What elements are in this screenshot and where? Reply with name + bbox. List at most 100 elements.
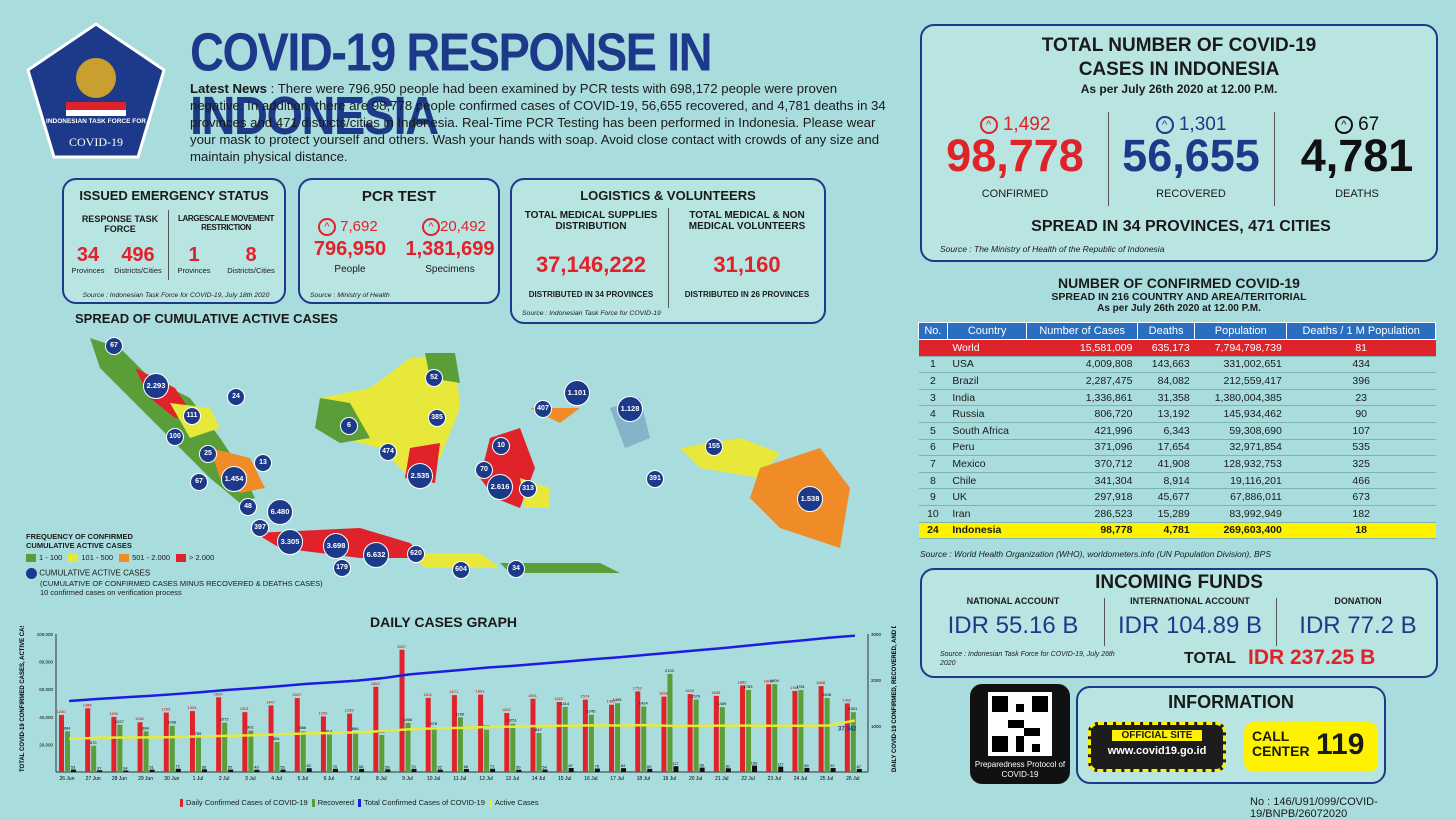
bar-label-recovered: 1066 bbox=[403, 717, 413, 722]
bar-label-deaths: 70 bbox=[333, 764, 338, 769]
table-cell: 90 bbox=[1286, 405, 1436, 423]
bar-deaths bbox=[830, 767, 836, 772]
bar-label-recovered: 2133 bbox=[665, 668, 675, 673]
table-cell: 8 bbox=[918, 472, 948, 490]
bar-recovered bbox=[195, 737, 201, 772]
table-cell: 396 bbox=[1286, 372, 1436, 390]
pcr-people-label: People bbox=[334, 264, 366, 275]
bar-deaths bbox=[437, 769, 443, 772]
bar-confirmed bbox=[635, 691, 641, 772]
pcr-people-value: 796,950 bbox=[313, 238, 387, 260]
bar-confirmed bbox=[111, 716, 117, 772]
bar-deaths bbox=[175, 768, 181, 772]
logistics-source: Source : Indonesian Task Force for COVID… bbox=[522, 310, 661, 317]
table-cell: 145,934,462 bbox=[1194, 405, 1287, 423]
table-cell: 325 bbox=[1286, 455, 1436, 473]
legend-swatch bbox=[488, 799, 492, 808]
call-center-button[interactable]: CALL CENTER 119 bbox=[1244, 722, 1378, 772]
table-cell: Russia bbox=[947, 405, 1027, 423]
bar-label-recovered: 570 bbox=[90, 740, 97, 745]
bar-deaths bbox=[411, 768, 417, 772]
bar-label-confirmed: 1282 bbox=[502, 707, 512, 712]
logistics-title: LOGISTICS & VOLUNTEERS bbox=[580, 188, 756, 203]
map-title: SPREAD OF CUMULATIVE ACTIVE CASES bbox=[75, 311, 338, 326]
totals-title: TOTAL NUMBER OF COVID-19 CASES IN INDONE… bbox=[1041, 35, 1317, 80]
bar-confirmed bbox=[844, 703, 850, 772]
y-tick-label: 60,000 bbox=[39, 687, 53, 692]
bar-label-recovered: 1909 bbox=[770, 678, 780, 683]
table-row: 9 UK 297,918 45,677 67,886,011 673 bbox=[918, 488, 1436, 506]
bar-deaths bbox=[332, 768, 338, 772]
bar-label-confirmed: 1447 bbox=[266, 699, 276, 704]
confirmed-value: 98,778 bbox=[946, 130, 1084, 181]
bar-label-deaths: 89 bbox=[804, 763, 809, 768]
table-cell: 806,720 bbox=[1026, 405, 1138, 423]
bar-label-confirmed: 1240 bbox=[57, 709, 67, 714]
x-tick-label: 24 Jul bbox=[794, 776, 807, 782]
table-cell: World bbox=[947, 339, 1027, 357]
bar-confirmed bbox=[399, 649, 405, 772]
emergency-l3: Provinces bbox=[177, 266, 211, 275]
qr-card[interactable]: Preparedness Protocol of COVID-19 bbox=[970, 684, 1070, 784]
arrow-up-icon: ^ bbox=[1334, 115, 1353, 134]
bar-label-deaths: 70 bbox=[411, 764, 416, 769]
bar-label-confirmed: 1752 bbox=[633, 685, 643, 690]
table-cell: 128,932,753 bbox=[1194, 455, 1287, 473]
bar-label-recovered: 886 bbox=[299, 725, 306, 730]
latest-news-text: : There were 796,950 people had been exa… bbox=[190, 81, 886, 164]
donation-label: DONATION bbox=[1334, 596, 1382, 606]
official-site-link[interactable]: OFFICIAL SITE www.covid19.go.id bbox=[1088, 722, 1226, 772]
bar-label-deaths: 53 bbox=[280, 765, 285, 770]
map-bubble: 24 bbox=[227, 388, 245, 406]
table-cell: 635,173 bbox=[1137, 339, 1195, 357]
bar-label-confirmed: 1639 bbox=[659, 691, 669, 696]
bar-deaths bbox=[123, 770, 129, 772]
table-cell: 41,908 bbox=[1137, 455, 1195, 473]
bar-label-deaths: 71 bbox=[176, 764, 181, 769]
bar-label-recovered: 1006 bbox=[167, 720, 177, 725]
bar-label-deaths: 49 bbox=[254, 765, 259, 770]
y-tick-label: 100,000 bbox=[37, 632, 54, 637]
table-cell: 673 bbox=[1286, 488, 1436, 506]
bar-recovered bbox=[117, 724, 123, 772]
bar-label-deaths: 96 bbox=[699, 763, 704, 768]
bar-label-confirmed: 1868 bbox=[816, 680, 826, 685]
x-tick-label: 9 Jul bbox=[402, 776, 413, 782]
bar-label-deaths: 84 bbox=[621, 763, 626, 768]
emergency-title: ISSUED EMERGENCY STATUS bbox=[79, 188, 269, 203]
legend-item: 501 - 2.000 bbox=[119, 553, 170, 563]
bar-recovered bbox=[91, 745, 97, 772]
legend-circle: CUMULATIVE ACTIVE CASES bbox=[26, 568, 326, 580]
official-site-label: OFFICIAL SITE bbox=[1112, 730, 1202, 741]
bar-label-deaths: 82 bbox=[307, 763, 312, 768]
legend-item: > 2.000 bbox=[176, 553, 214, 563]
table-cell: 5 bbox=[918, 422, 948, 440]
bar-recovered bbox=[484, 729, 490, 772]
table-cell: Mexico bbox=[947, 455, 1027, 473]
table-cell: 1,380,004,385 bbox=[1194, 389, 1287, 407]
chart-legend: Daily Confirmed Cases of COVID-19 Recover… bbox=[180, 798, 543, 808]
supplies-note: DISTRIBUTED IN 34 PROVINCES bbox=[528, 290, 654, 299]
table-row: 10 Iran 286,523 15,289 83,992,949 182 bbox=[918, 505, 1436, 523]
deaths-label: DEATHS bbox=[1335, 188, 1379, 200]
page-title: COVID-19 RESPONSE IN INDONESIA bbox=[190, 21, 713, 146]
bar-label-deaths: 81 bbox=[726, 763, 731, 768]
bar-deaths bbox=[568, 767, 574, 772]
bar-deaths bbox=[463, 768, 469, 772]
map-bubble: 2.535 bbox=[407, 463, 433, 489]
y2-tick-label: 3000 bbox=[871, 632, 882, 637]
bar-label-recovered: 651 bbox=[273, 736, 280, 741]
call-number: 119 bbox=[1316, 728, 1365, 761]
pcr-specimens-label: Specimens bbox=[425, 264, 475, 275]
bar-label-deaths: 50 bbox=[516, 765, 521, 770]
bar-label-deaths: 68 bbox=[359, 764, 364, 769]
map-bubble: 1.454 bbox=[221, 466, 247, 492]
bar-confirmed bbox=[59, 714, 64, 772]
bar-label-recovered: 1608 bbox=[822, 692, 832, 697]
table-cell: 269,603,400 bbox=[1194, 522, 1287, 540]
table-cell: Chile bbox=[947, 472, 1027, 490]
information-panel: INFORMATION OFFICIAL SITE www.covid19.go… bbox=[1076, 686, 1386, 784]
bar-label-confirmed: 1882 bbox=[738, 679, 748, 684]
x-tick-label: 10 Jul bbox=[427, 776, 440, 782]
bar-confirmed bbox=[347, 713, 353, 772]
